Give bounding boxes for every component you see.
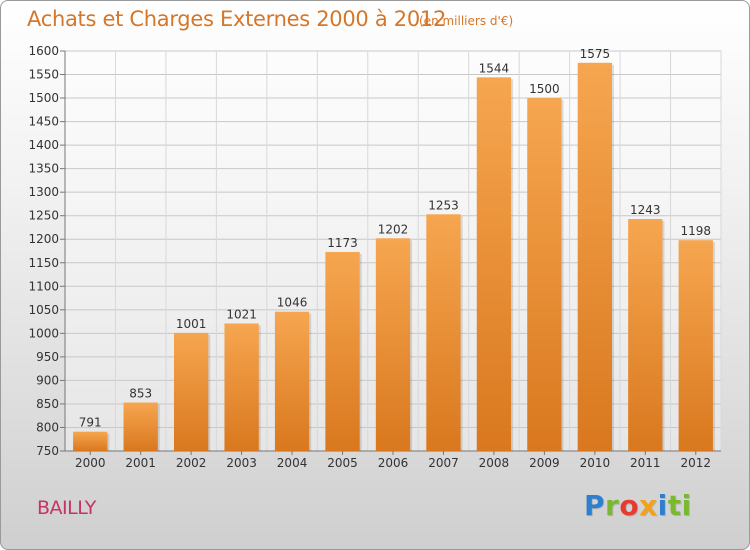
bar (173, 332, 209, 451)
y-tick-label: 850 (36, 397, 59, 411)
y-tick-label: 1000 (28, 326, 59, 340)
y-tick-label: 1500 (28, 91, 59, 105)
bar-value-label: 1021 (226, 307, 257, 321)
y-tick-label: 1300 (28, 185, 59, 199)
logo-letter: r (605, 489, 620, 522)
bar (274, 311, 310, 451)
bar-value-label: 1575 (580, 47, 611, 61)
bar-value-label: 1202 (378, 222, 409, 236)
bar-value-label: 1001 (176, 317, 207, 331)
bar (628, 219, 663, 451)
x-tick-label: 2000 (75, 456, 106, 470)
x-tick-label: 2011 (630, 456, 661, 470)
proxiti-logo: Proxiti (584, 489, 692, 522)
bar (476, 77, 512, 452)
y-tick-label: 1100 (28, 279, 59, 293)
bar (527, 98, 562, 451)
x-tick-label: 2009 (529, 456, 560, 470)
bar-value-label: 1173 (327, 236, 358, 250)
logo-letter: x (639, 489, 658, 522)
y-tick-label: 1600 (28, 44, 59, 58)
y-tick-label: 800 (36, 420, 59, 434)
x-tick-label: 2007 (428, 456, 459, 470)
bar-value-label: 1500 (529, 82, 560, 96)
bar-value-label: 853 (129, 387, 152, 401)
y-tick-label: 1200 (28, 232, 59, 246)
bar-value-label: 1253 (428, 198, 459, 212)
y-tick-label: 750 (36, 444, 59, 458)
y-tick-label: 1050 (28, 303, 59, 317)
x-tick-label: 2005 (327, 456, 358, 470)
commune-name: BAILLY (37, 497, 96, 519)
bars (73, 62, 715, 452)
y-tick-label: 900 (36, 373, 59, 387)
bar-value-label: 1198 (680, 224, 711, 238)
x-tick-label: 2008 (479, 456, 510, 470)
bar (577, 62, 613, 451)
chart-title: Achats et Charges Externes 2000 à 2012 (27, 7, 447, 31)
x-tick-label: 2002 (176, 456, 207, 470)
logo-letter: i (657, 489, 668, 522)
bar (426, 214, 461, 451)
logo-letter: ti (667, 489, 692, 522)
x-tick-label: 2006 (378, 456, 409, 470)
x-tick-label: 2001 (125, 456, 156, 470)
labels: 750 800 850 900 950 1000 1050 1100 1150 1200 1250 1… (28, 44, 711, 470)
bar-value-label: 1046 (277, 296, 308, 310)
x-tick-label: 2010 (580, 456, 611, 470)
y-tick-label: 1350 (28, 162, 59, 176)
x-tick-label: 2004 (277, 456, 308, 470)
bar (123, 402, 158, 451)
y-tick-label: 1550 (28, 68, 59, 82)
x-tick-label: 2012 (680, 456, 711, 470)
bar (678, 240, 713, 451)
y-tick-label: 1250 (28, 209, 59, 223)
y-tick-label: 1400 (28, 138, 59, 152)
y-tick-label: 950 (36, 350, 59, 364)
bar-value-label: 791 (79, 416, 102, 430)
logo-letter: o (619, 489, 640, 522)
y-tick-label: 1450 (28, 115, 59, 129)
bar-value-label: 1544 (479, 61, 510, 75)
bar (224, 323, 259, 451)
bar (375, 238, 411, 451)
bar (325, 251, 360, 451)
x-tick-label: 2003 (226, 456, 257, 470)
bar-value-label: 1243 (630, 203, 661, 217)
chart-unit: (en milliers d'€) (419, 14, 514, 28)
y-tick-label: 1150 (28, 256, 59, 270)
bar (73, 431, 108, 451)
logo-letter: P (584, 489, 606, 522)
